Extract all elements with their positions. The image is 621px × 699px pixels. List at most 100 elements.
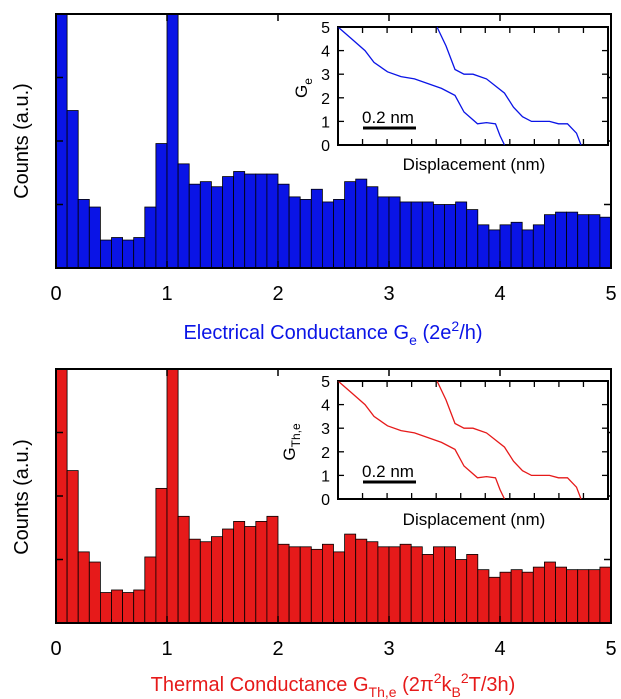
electrical-bar	[532, 224, 545, 269]
thermal-bar	[144, 556, 157, 624]
thermal-x-tick-label: 5	[605, 638, 616, 660]
thermal-bar	[288, 546, 301, 624]
electrical-bar	[66, 110, 79, 269]
electrical-bar	[288, 196, 301, 269]
electrical-bar	[122, 239, 135, 269]
thermal-bar	[344, 533, 357, 624]
thermal-inset-x-axis-title: Displacement (nm)	[403, 510, 546, 529]
electrical-bar	[432, 204, 445, 269]
electrical-inset-y-axis-title: Ge	[292, 78, 315, 98]
electrical-bar	[333, 199, 346, 269]
thermal-bar	[366, 541, 379, 624]
thermal-inset-y-tick-label: 0	[321, 492, 330, 509]
thermal-bar	[111, 589, 123, 624]
thermal-bar	[499, 571, 512, 624]
thermal-inset-y-title-sub: Th,e	[289, 423, 303, 447]
electrical-bar	[100, 239, 112, 269]
thermal-x-axis-title: Thermal Conductance GTh,e (2π2kB2T/3h)	[151, 670, 516, 699]
electrical-bar	[344, 181, 357, 269]
electrical-inset-y-title-sub: e	[301, 78, 315, 85]
thermal-bar	[510, 569, 523, 624]
electrical-bar	[588, 214, 601, 269]
electrical-bar	[366, 186, 379, 269]
thermal-inset-y-axis-title: GTh,e	[280, 423, 303, 461]
thermal-bar	[477, 569, 490, 624]
thermal-inset-y-tick-label: 4	[321, 398, 330, 415]
electrical-bar	[177, 163, 190, 269]
thermal-x-axis-title-unit-sub2: B	[452, 684, 461, 699]
thermal-bar	[388, 546, 401, 624]
thermal-x-axis-title-unit-close: T/3h)	[469, 674, 516, 696]
electrical-inset-y-tick-label: 2	[321, 91, 330, 108]
thermal-bar	[544, 561, 556, 624]
electrical-bar	[599, 216, 612, 269]
electrical-bar	[88, 206, 101, 269]
thermal-bar	[566, 569, 579, 624]
thermal-bar	[177, 515, 190, 624]
thermal-bar	[432, 546, 445, 624]
electrical-bar	[510, 221, 523, 269]
thermal-inset-trace	[337, 380, 506, 500]
electrical-bar	[321, 201, 334, 269]
electrical-x-tick-label: 3	[383, 283, 394, 305]
thermal-bar	[466, 554, 479, 624]
thermal-bar	[100, 592, 112, 624]
electrical-x-axis-title-unit-open: (2e	[417, 322, 451, 344]
electrical-bar	[477, 224, 490, 269]
thermal-x-axis-title-unit-mid: k	[442, 674, 453, 696]
electrical-x-axis-title-unit-close: /h)	[459, 322, 482, 344]
thermal-bar	[266, 515, 279, 624]
thermal-x-tick-label: 4	[494, 638, 505, 660]
electrical-inset-y-title-main: G	[292, 85, 311, 98]
electrical-bar	[188, 183, 201, 269]
thermal-bar	[210, 536, 223, 624]
electrical-inset-y-tick-label: 0	[321, 138, 330, 155]
electrical-histogram-panel: 0 1 2 3 4 5 Counts (a.u.) Electrical Conducta…	[11, 13, 617, 348]
thermal-bar	[444, 546, 456, 624]
thermal-bar	[310, 548, 323, 624]
thermal-bar	[277, 543, 290, 624]
electrical-inset-x-axis-title: Displacement (nm)	[403, 155, 546, 174]
electrical-inset-x-ticks	[361, 27, 585, 145]
electrical-bar	[555, 211, 567, 269]
electrical-bar	[577, 214, 590, 269]
thermal-x-ticks: 0 1 2 3 4 5	[50, 369, 617, 660]
electrical-x-axis-title: Electrical Conductance Ge (2e2/h)	[183, 318, 482, 348]
electrical-bar	[466, 209, 479, 269]
thermal-inset-frame	[337, 380, 609, 500]
electrical-x-axis-title-unit-sup: 2	[451, 318, 459, 334]
thermal-bar	[222, 528, 234, 624]
thermal-y-axis-title: Counts (a.u.)	[11, 439, 33, 555]
thermal-bar	[88, 561, 101, 624]
thermal-bar	[599, 566, 612, 624]
electrical-x-tick-label: 5	[605, 283, 616, 305]
thermal-inset-y-tick-label: 5	[321, 374, 330, 391]
thermal-bar	[521, 571, 534, 624]
thermal-bar	[233, 521, 246, 624]
thermal-x-tick-label: 3	[383, 638, 394, 660]
electrical-bar	[266, 173, 279, 269]
thermal-bar	[333, 551, 346, 624]
electrical-bar	[299, 199, 312, 269]
thermal-bar	[488, 576, 501, 624]
electrical-x-tick-label: 2	[272, 283, 283, 305]
electrical-bar	[566, 211, 579, 269]
thermal-x-tick-label: 0	[50, 638, 61, 660]
thermal-x-axis-title-unit-sup: 2	[434, 670, 442, 686]
thermal-bar	[155, 487, 168, 624]
electrical-bar	[166, 13, 179, 269]
thermal-bar	[455, 559, 468, 624]
electrical-bar	[233, 171, 246, 269]
electrical-x-axis-title-main: Electrical Conductance G	[183, 322, 409, 344]
electrical-bar	[377, 196, 390, 269]
thermal-bar	[299, 546, 312, 624]
thermal-inset-trace	[436, 380, 582, 500]
thermal-bar	[255, 521, 268, 624]
thermal-bar	[399, 543, 412, 624]
thermal-x-axis-title-unit-open: (2π	[397, 674, 434, 696]
thermal-bar	[66, 470, 79, 624]
electrical-bar	[421, 201, 434, 269]
electrical-bar	[155, 143, 168, 269]
thermal-x-axis-title-unit-sup2: 2	[461, 670, 469, 686]
